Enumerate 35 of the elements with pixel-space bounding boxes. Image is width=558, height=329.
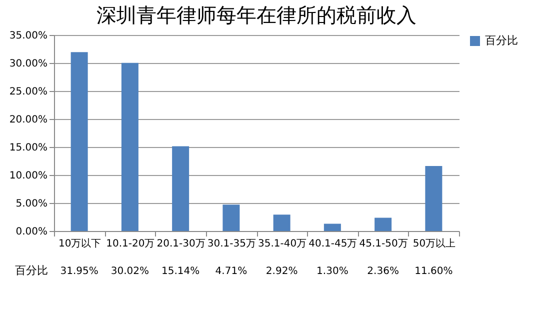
data-label: 1.30% [316, 266, 348, 277]
y-tick-label: 20.00% [9, 114, 48, 126]
y-tick-label: 10.00% [9, 170, 48, 182]
data-label: 2.92% [266, 266, 298, 277]
legend-label: 百分比 [485, 34, 518, 47]
x-tick-label: 40.1-45万 [308, 238, 358, 250]
bar [273, 214, 290, 231]
y-tick-label: 35.00% [9, 30, 48, 42]
x-tick-label: 30.1-35万 [207, 238, 256, 250]
x-tick-label: 10.1-20万 [106, 238, 155, 250]
x-tick-label: 10万以下 [58, 238, 102, 250]
bar [70, 52, 88, 231]
text: 百分比 [15, 264, 48, 277]
data-label: 15.14% [161, 266, 200, 277]
x-tick-label: 20.1-30万 [156, 238, 206, 250]
bar [222, 204, 240, 231]
y-tick-label: 0.00% [16, 226, 48, 238]
data-label: 4.71% [215, 266, 248, 277]
data-label: 31.95% [60, 266, 98, 277]
x-tick-label: 50万以上 [412, 238, 456, 250]
bar [374, 218, 392, 231]
x-tick-label: 35.1-40万 [258, 238, 307, 250]
data-label: 2.36% [367, 266, 399, 277]
bar [121, 62, 138, 231]
chart-title: 深圳青年律师每年在律所的税前收入 [96, 3, 416, 27]
bar [172, 146, 190, 231]
y-tick-label: 30.00% [9, 58, 48, 70]
y-tick-label: 25.00% [9, 86, 48, 98]
data-label: 11.60% [414, 266, 453, 277]
bar [324, 224, 341, 231]
x-tick-label: 45.1-50万 [359, 238, 408, 250]
bar [425, 166, 442, 231]
y-tick-label: 5.00% [16, 198, 48, 210]
data-label: 30.02% [110, 266, 150, 277]
y-tick-label: 15.00% [9, 142, 48, 154]
